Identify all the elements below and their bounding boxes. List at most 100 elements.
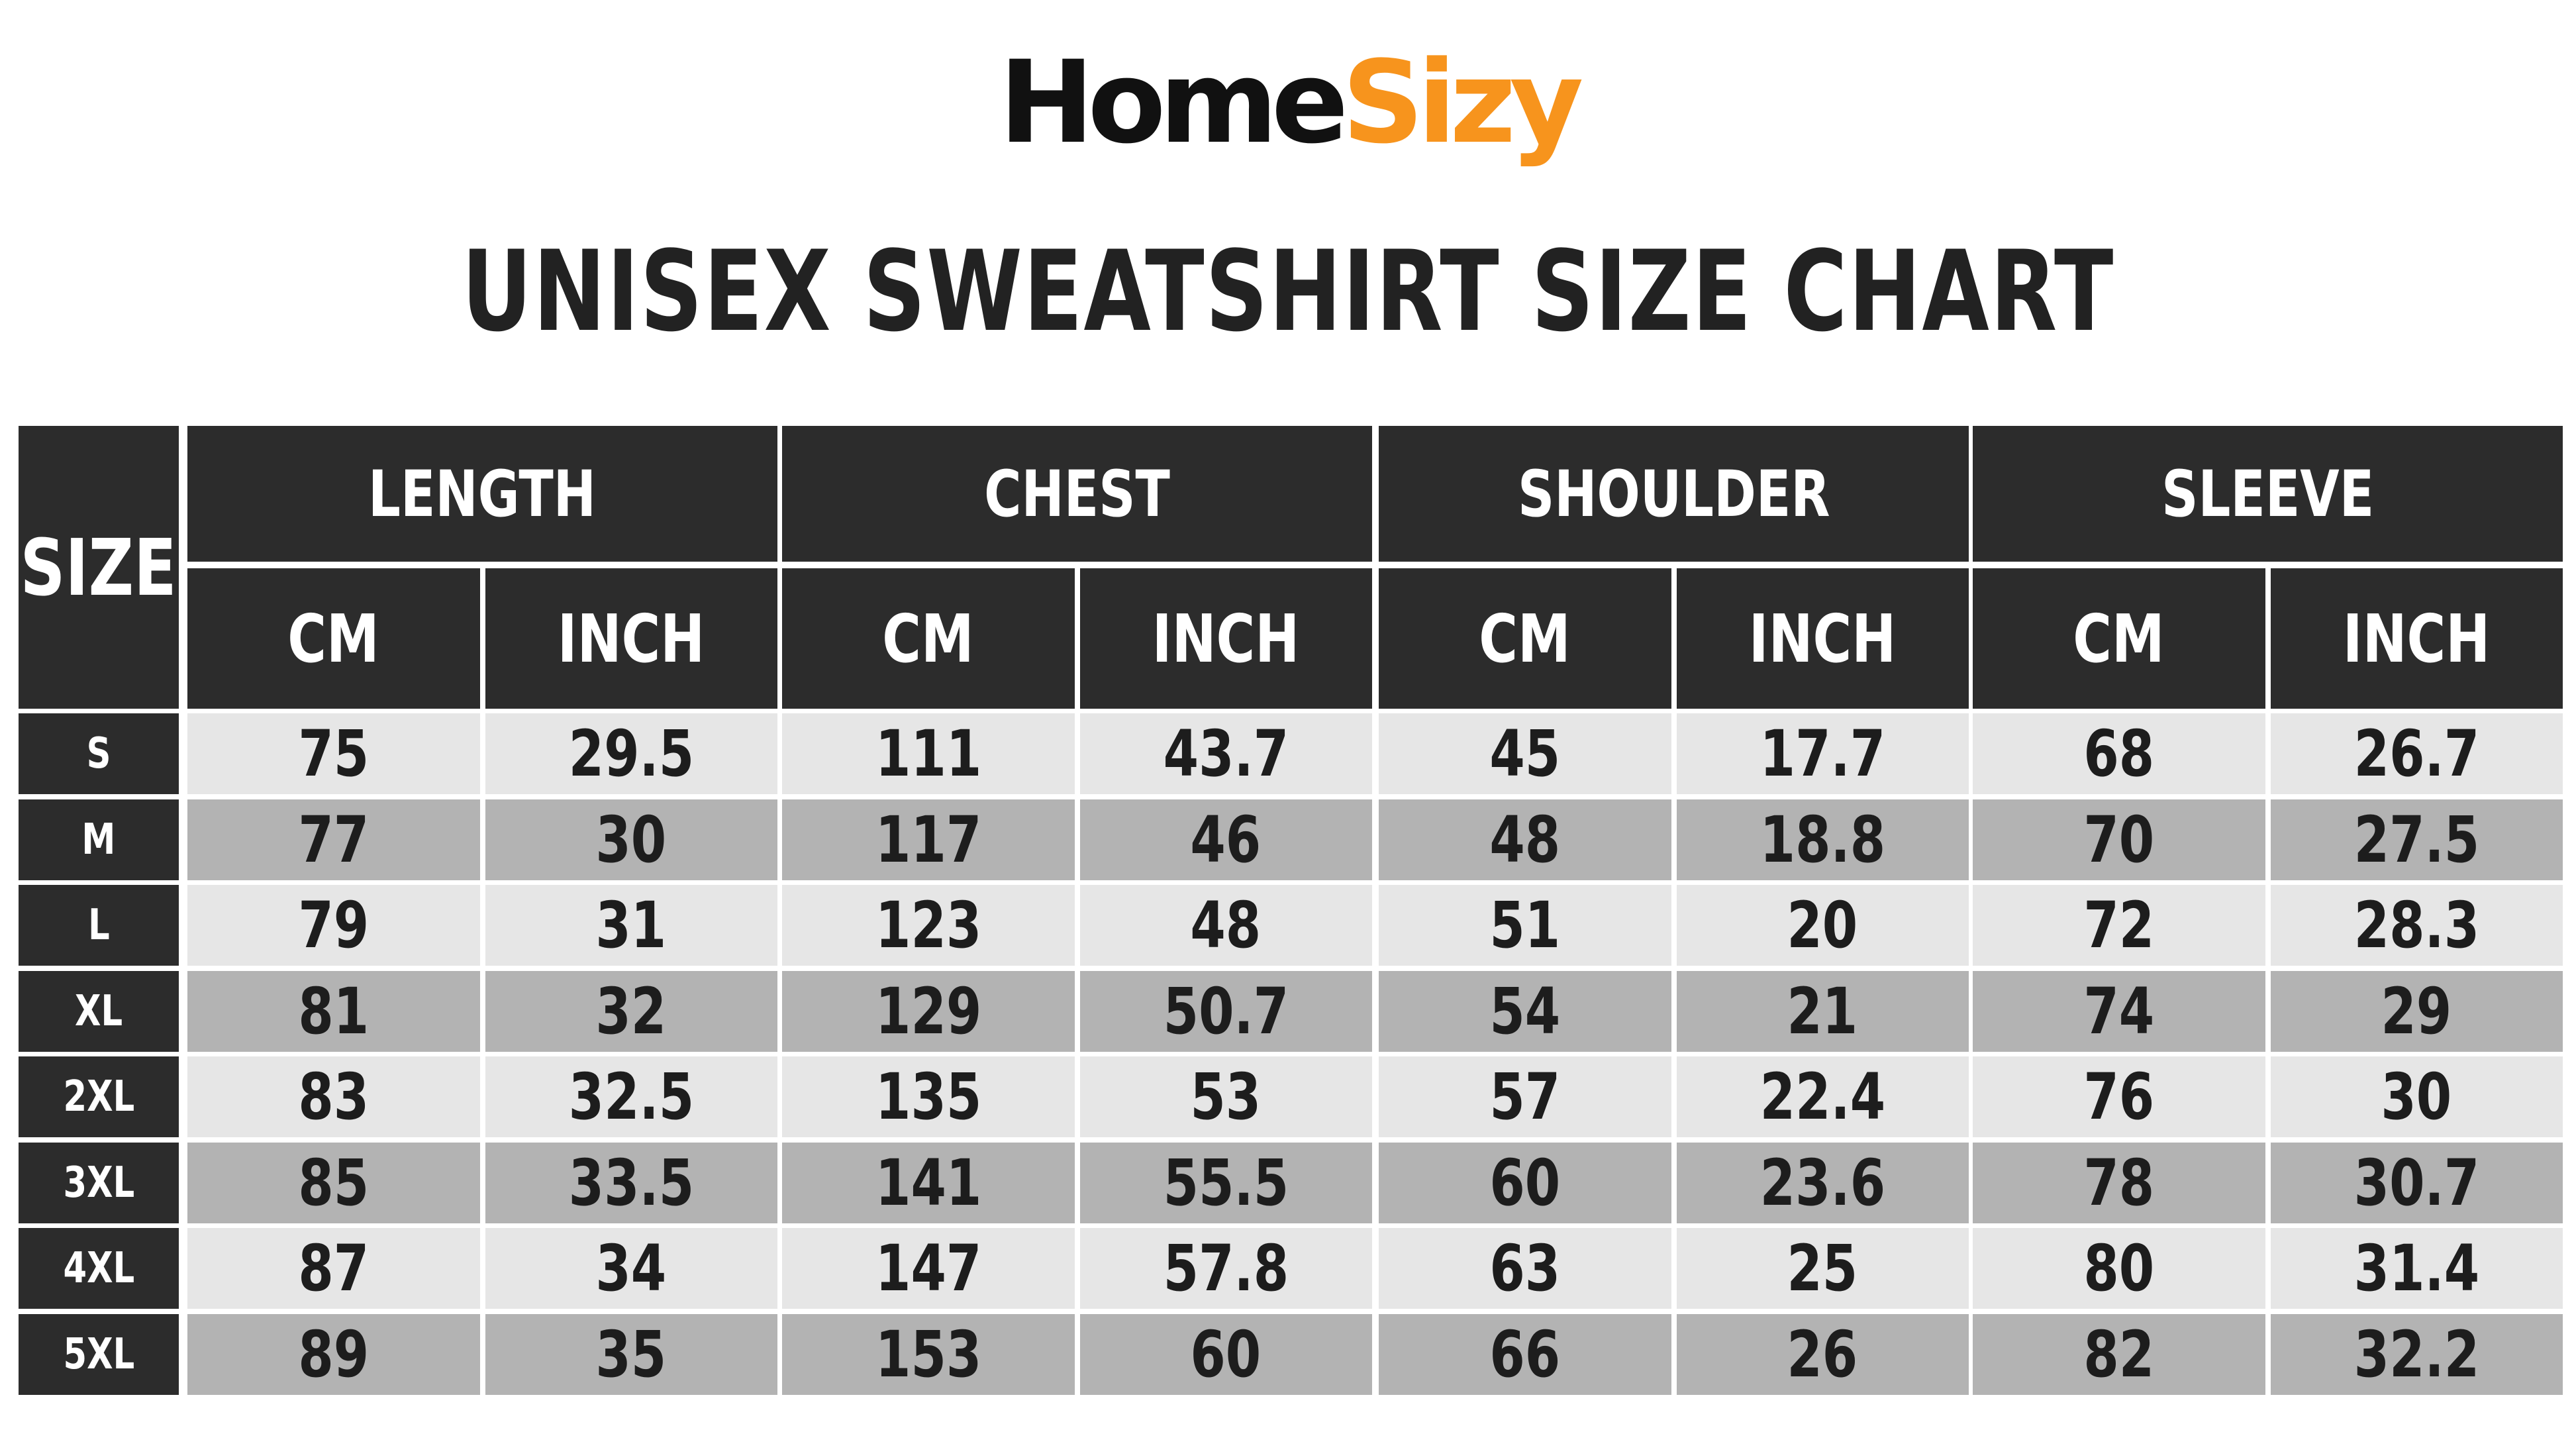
table-cell-5xl-sleeve-inch: 32.2: [2270, 1313, 2563, 1395]
table-cell-s-length-inch: 29.5: [485, 713, 777, 794]
table-cell-5xl-chest-cm-text: 153: [875, 1317, 981, 1392]
table-cell-2xl-chest-inch-text: 53: [1190, 1060, 1262, 1134]
brand-logo: HomeSizy: [0, 26, 2576, 179]
table-cell-4xl-shoulder-cm: 63: [1379, 1228, 1671, 1309]
table-cell-l-shoulder-inch: 20: [1676, 885, 1969, 966]
group-header-sleeve: SLEEVE: [1973, 426, 2563, 562]
size-label-3xl: 3XL: [19, 1142, 179, 1223]
table-cell-2xl-length-cm-text: 83: [298, 1060, 370, 1134]
table-cell-s-sleeve-cm: 68: [1973, 713, 2265, 794]
size-column-header-text: SIZE: [20, 521, 177, 613]
table-cell-5xl-length-cm-text: 89: [298, 1317, 370, 1392]
table-cell-2xl-shoulder-inch: 22.4: [1676, 1056, 1969, 1137]
unit-header-shoulder-cm-text: CM: [1479, 599, 1571, 678]
table-cell-xl-length-inch-text: 32: [595, 974, 667, 1048]
table-cell-3xl-shoulder-inch-text: 23.6: [1759, 1145, 1885, 1220]
size-label-xl-text: XL: [74, 986, 123, 1036]
table-cell-m-length-cm: 77: [187, 799, 480, 880]
table-cell-2xl-chest-cm-text: 135: [875, 1060, 981, 1134]
unit-header-length-cm-text: CM: [287, 599, 379, 678]
brand-logo-sizy: Sizy: [1342, 36, 1583, 169]
table-cell-l-chest-cm: 123: [782, 885, 1075, 966]
table-cell-l-shoulder-cm: 51: [1379, 885, 1671, 966]
table-cell-m-length-inch-text: 30: [595, 802, 667, 877]
table-cell-xl-sleeve-inch-text: 29: [2381, 974, 2452, 1048]
table-cell-xl-chest-cm-text: 129: [875, 974, 981, 1048]
table-cell-xl-length-inch: 32: [485, 970, 777, 1052]
table-cell-5xl-sleeve-cm: 82: [1973, 1313, 2265, 1395]
size-label-s: S: [19, 713, 179, 794]
table-cell-3xl-length-cm: 85: [187, 1142, 480, 1223]
table-cell-3xl-sleeve-cm-text: 78: [2083, 1145, 2155, 1220]
size-label-s-text: S: [86, 729, 111, 778]
group-header-length: LENGTH: [187, 426, 777, 562]
group-header-chest: CHEST: [782, 426, 1372, 562]
table-cell-m-shoulder-cm: 48: [1379, 799, 1671, 880]
table-cell-4xl-shoulder-inch-text: 25: [1787, 1231, 1858, 1305]
table-cell-xl-shoulder-inch-text: 21: [1787, 974, 1858, 1048]
table-cell-l-sleeve-cm: 72: [1973, 885, 2265, 966]
group-header-sleeve-text: SLEEVE: [2161, 456, 2375, 531]
group-header-chest-text: CHEST: [984, 456, 1170, 531]
table-cell-xl-chest-inch-text: 50.7: [1163, 974, 1289, 1048]
size-label-l: L: [19, 885, 179, 966]
size-label-m-text: M: [81, 815, 116, 864]
table-cell-5xl-shoulder-cm: 66: [1379, 1313, 1671, 1395]
table-cell-4xl-chest-inch-text: 57.8: [1163, 1231, 1289, 1305]
table-cell-xl-chest-cm: 129: [782, 970, 1075, 1052]
table-cell-xl-sleeve-inch: 29: [2270, 970, 2563, 1052]
table-cell-l-length-cm-text: 79: [298, 888, 370, 962]
table-cell-5xl-shoulder-inch-text: 26: [1787, 1317, 1858, 1392]
table-cell-3xl-shoulder-inch: 23.6: [1676, 1142, 1969, 1223]
table-cell-m-chest-inch-text: 46: [1190, 802, 1262, 877]
size-label-3xl-text: 3XL: [63, 1158, 134, 1207]
table-cell-xl-shoulder-cm-text: 54: [1489, 974, 1561, 1048]
size-label-5xl: 5XL: [19, 1313, 179, 1395]
table-cell-3xl-length-inch: 33.5: [485, 1142, 777, 1223]
size-column-header: SIZE: [19, 426, 179, 709]
table-cell-5xl-chest-inch-text: 60: [1190, 1317, 1262, 1392]
table-cell-s-chest-cm-text: 111: [875, 717, 981, 791]
table-cell-4xl-chest-inch: 57.8: [1079, 1228, 1372, 1309]
unit-header-sleeve-cm-text: CM: [2073, 599, 2165, 678]
table-cell-4xl-length-inch-text: 34: [595, 1231, 667, 1305]
table-cell-l-sleeve-inch-text: 28.3: [2353, 888, 2479, 962]
unit-header-shoulder-inch: INCH: [1676, 568, 1969, 709]
size-label-2xl-text: 2XL: [63, 1072, 134, 1121]
unit-header-shoulder-inch-text: INCH: [1749, 599, 1897, 678]
table-cell-l-length-inch-text: 31: [595, 888, 667, 962]
table-cell-2xl-length-cm: 83: [187, 1056, 480, 1137]
table-cell-m-shoulder-inch: 18.8: [1676, 799, 1969, 880]
table-cell-s-length-cm-text: 75: [298, 717, 370, 791]
unit-header-length-cm: CM: [187, 568, 480, 709]
table-cell-3xl-chest-cm: 141: [782, 1142, 1075, 1223]
table-cell-l-sleeve-inch: 28.3: [2270, 885, 2563, 966]
table-cell-2xl-sleeve-cm: 76: [1973, 1056, 2265, 1137]
group-header-shoulder-text: SHOULDER: [1517, 456, 1830, 531]
table-cell-2xl-chest-cm: 135: [782, 1056, 1075, 1137]
table-cell-4xl-sleeve-cm-text: 80: [2083, 1231, 2155, 1305]
table-cell-m-sleeve-inch: 27.5: [2270, 799, 2563, 880]
table-cell-2xl-shoulder-inch-text: 22.4: [1759, 1060, 1885, 1134]
table-cell-4xl-sleeve-inch: 31.4: [2270, 1228, 2563, 1309]
brand-logo-home: Home: [999, 36, 1348, 169]
table-cell-xl-shoulder-inch: 21: [1676, 970, 1969, 1052]
table-cell-s-sleeve-cm-text: 68: [2083, 717, 2155, 791]
table-cell-l-sleeve-cm-text: 72: [2083, 888, 2155, 962]
table-cell-2xl-sleeve-cm-text: 76: [2083, 1060, 2155, 1134]
table-cell-3xl-sleeve-cm: 78: [1973, 1142, 2265, 1223]
table-cell-4xl-length-cm: 87: [187, 1228, 480, 1309]
table-cell-s-shoulder-inch: 17.7: [1676, 713, 1969, 794]
table-cell-m-chest-cm: 117: [782, 799, 1075, 880]
table-cell-5xl-chest-cm: 153: [782, 1313, 1075, 1395]
table-cell-l-length-inch: 31: [485, 885, 777, 966]
table-cell-2xl-shoulder-cm: 57: [1379, 1056, 1671, 1137]
size-label-xl: XL: [19, 970, 179, 1052]
table-cell-4xl-shoulder-inch: 25: [1676, 1228, 1969, 1309]
table-cell-4xl-sleeve-inch-text: 31.4: [2353, 1231, 2479, 1305]
table-cell-5xl-length-inch-text: 35: [595, 1317, 667, 1392]
unit-header-chest-cm-text: CM: [882, 599, 974, 678]
table-cell-4xl-chest-cm-text: 147: [875, 1231, 981, 1305]
table-cell-4xl-chest-cm: 147: [782, 1228, 1075, 1309]
table-cell-s-chest-cm: 111: [782, 713, 1075, 794]
